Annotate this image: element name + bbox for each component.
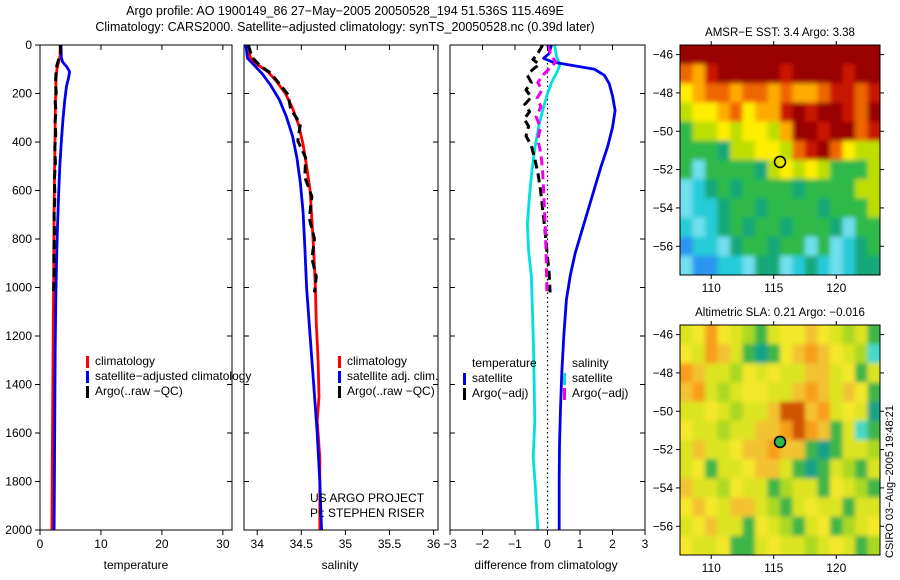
svg-text:1000: 1000	[5, 281, 32, 295]
sla-map-plot: 110 115 120 −46 −48 −50 −52 −54 −56	[653, 321, 884, 575]
series-1	[52, 45, 71, 530]
salinity-axis-label: salinity	[321, 558, 359, 572]
difference-legend-temperature: temperature satellite Argo(−adj)	[463, 356, 537, 401]
svg-text:2000: 2000	[5, 523, 32, 537]
svg-text:−46: −46	[653, 328, 674, 342]
svg-text:0: 0	[544, 537, 551, 551]
svg-text:36: 36	[427, 537, 441, 551]
legend-label: Argo(..raw −QC)	[347, 384, 435, 398]
series-0	[526, 45, 562, 530]
svg-text:−1: −1	[508, 537, 522, 551]
sla-map-title: Altimetric SLA: 0.21 Argo: −0.016	[695, 307, 865, 319]
project-line: US ARGO PROJECT	[310, 491, 425, 505]
svg-text:1200: 1200	[5, 329, 32, 343]
svg-text:110: 110	[702, 281, 721, 295]
svg-text:120: 120	[826, 281, 846, 295]
project-annotation: US ARGO PROJECT PI: STEPHEN RISER	[310, 491, 425, 521]
svg-text:20: 20	[155, 537, 169, 551]
sst-map-plot: 110 115 120 −46 −48 −50 −52 −54 −56	[653, 41, 884, 295]
temperature-legend: climatology satellite−adjusted climatolo…	[86, 354, 251, 399]
series-1	[244, 45, 323, 530]
svg-text:10: 10	[94, 537, 108, 551]
legend-label: satellite	[472, 371, 513, 385]
svg-text:34: 34	[251, 537, 265, 551]
credit-text: CSIRO 03−Aug−2005 19:48:21	[884, 405, 896, 558]
svg-text:−56: −56	[653, 519, 674, 533]
legend-label: climatology	[347, 354, 408, 368]
svg-text:120: 120	[826, 561, 846, 575]
svg-text:−52: −52	[653, 163, 674, 177]
svg-text:35: 35	[339, 537, 353, 551]
difference-legend-salinity: salinity satellite Argo(−adj)	[563, 356, 628, 401]
legend-label: climatology	[95, 354, 156, 368]
legend-label: satellite−adjusted climatology	[95, 369, 252, 383]
svg-text:−46: −46	[653, 48, 674, 62]
series-2	[52, 45, 63, 293]
temperature-axis-label: temperature	[103, 558, 169, 572]
svg-text:3: 3	[642, 537, 649, 551]
series-0	[50, 45, 62, 530]
legend-label: Argo(−adj)	[572, 386, 629, 400]
svg-text:−54: −54	[653, 481, 674, 495]
svg-text:−50: −50	[653, 124, 674, 138]
svg-text:−2: −2	[476, 537, 490, 551]
argo-swatch	[86, 385, 89, 398]
svg-text:−48: −48	[653, 86, 674, 100]
svg-text:2: 2	[609, 537, 616, 551]
svg-text:115: 115	[764, 561, 783, 575]
svg-text:−56: −56	[653, 239, 674, 253]
argo-swatch	[338, 385, 341, 398]
legend-label: satellite adj. clim.	[347, 369, 439, 383]
satellite-swatch	[563, 372, 566, 385]
legend-label: Argo(−adj)	[472, 386, 529, 400]
svg-text:1600: 1600	[5, 426, 32, 440]
salinity-profile-plot: 34 34.5 35 35.5 36	[243, 44, 441, 551]
climatology-swatch	[86, 355, 89, 368]
svg-text:−54: −54	[653, 201, 674, 215]
svg-text:35.5: 35.5	[378, 537, 402, 551]
svg-text:110: 110	[702, 561, 721, 575]
legend-label: satellite	[572, 371, 613, 385]
difference-profile-plot: −3 −2 −1 0 1 2 3	[443, 44, 649, 551]
svg-text:−52: −52	[653, 443, 674, 457]
svg-text:−3: −3	[443, 537, 457, 551]
series-2	[246, 45, 318, 293]
series-3	[534, 45, 558, 293]
svg-text:400: 400	[12, 135, 32, 149]
sst-map-title: AMSR−E SST: 3.4 Argo: 3.38	[705, 27, 855, 39]
satellite-swatch	[463, 372, 466, 385]
svg-text:30: 30	[216, 537, 230, 551]
argo-adj-swatch	[563, 387, 566, 400]
series-1	[542, 45, 617, 530]
svg-text:1400: 1400	[5, 378, 32, 392]
page-subtitle: Climatology: CARS2000. Satellite−adjuste…	[95, 20, 595, 34]
difference-axis-label: difference from climatology	[474, 558, 618, 572]
svg-text:600: 600	[12, 184, 32, 198]
svg-text:1: 1	[577, 537, 584, 551]
legend-group-header: temperature	[472, 356, 537, 370]
svg-text:1800: 1800	[5, 475, 32, 489]
argo-float-marker	[773, 435, 787, 449]
svg-text:115: 115	[764, 281, 783, 295]
legend-label: Argo(..raw −QC)	[95, 384, 183, 398]
argo-adj-swatch	[463, 387, 466, 400]
climatology-swatch	[338, 355, 341, 368]
legend-group-header: salinity	[572, 356, 609, 370]
svg-text:34.5: 34.5	[290, 537, 314, 551]
pi-line: PI: STEPHEN RISER	[310, 506, 425, 520]
svg-text:−48: −48	[653, 366, 674, 380]
satellite-clim-swatch	[86, 370, 89, 383]
svg-text:0: 0	[25, 38, 32, 52]
salinity-legend: climatology satellite adj. clim. Argo(..…	[338, 354, 438, 399]
satellite-clim-swatch	[338, 370, 341, 383]
temperature-profile-plot: 0 10 20 30 0 200 400 600 800 1000 1200 1400 1600 1800…	[5, 38, 233, 551]
svg-text:800: 800	[12, 232, 32, 246]
svg-text:−50: −50	[653, 404, 674, 418]
page-title: Argo profile: AO 1900149_86 27−May−2005 …	[126, 4, 564, 18]
svg-text:200: 200	[12, 87, 32, 101]
argo-float-marker	[773, 155, 787, 169]
svg-text:0: 0	[37, 537, 44, 551]
